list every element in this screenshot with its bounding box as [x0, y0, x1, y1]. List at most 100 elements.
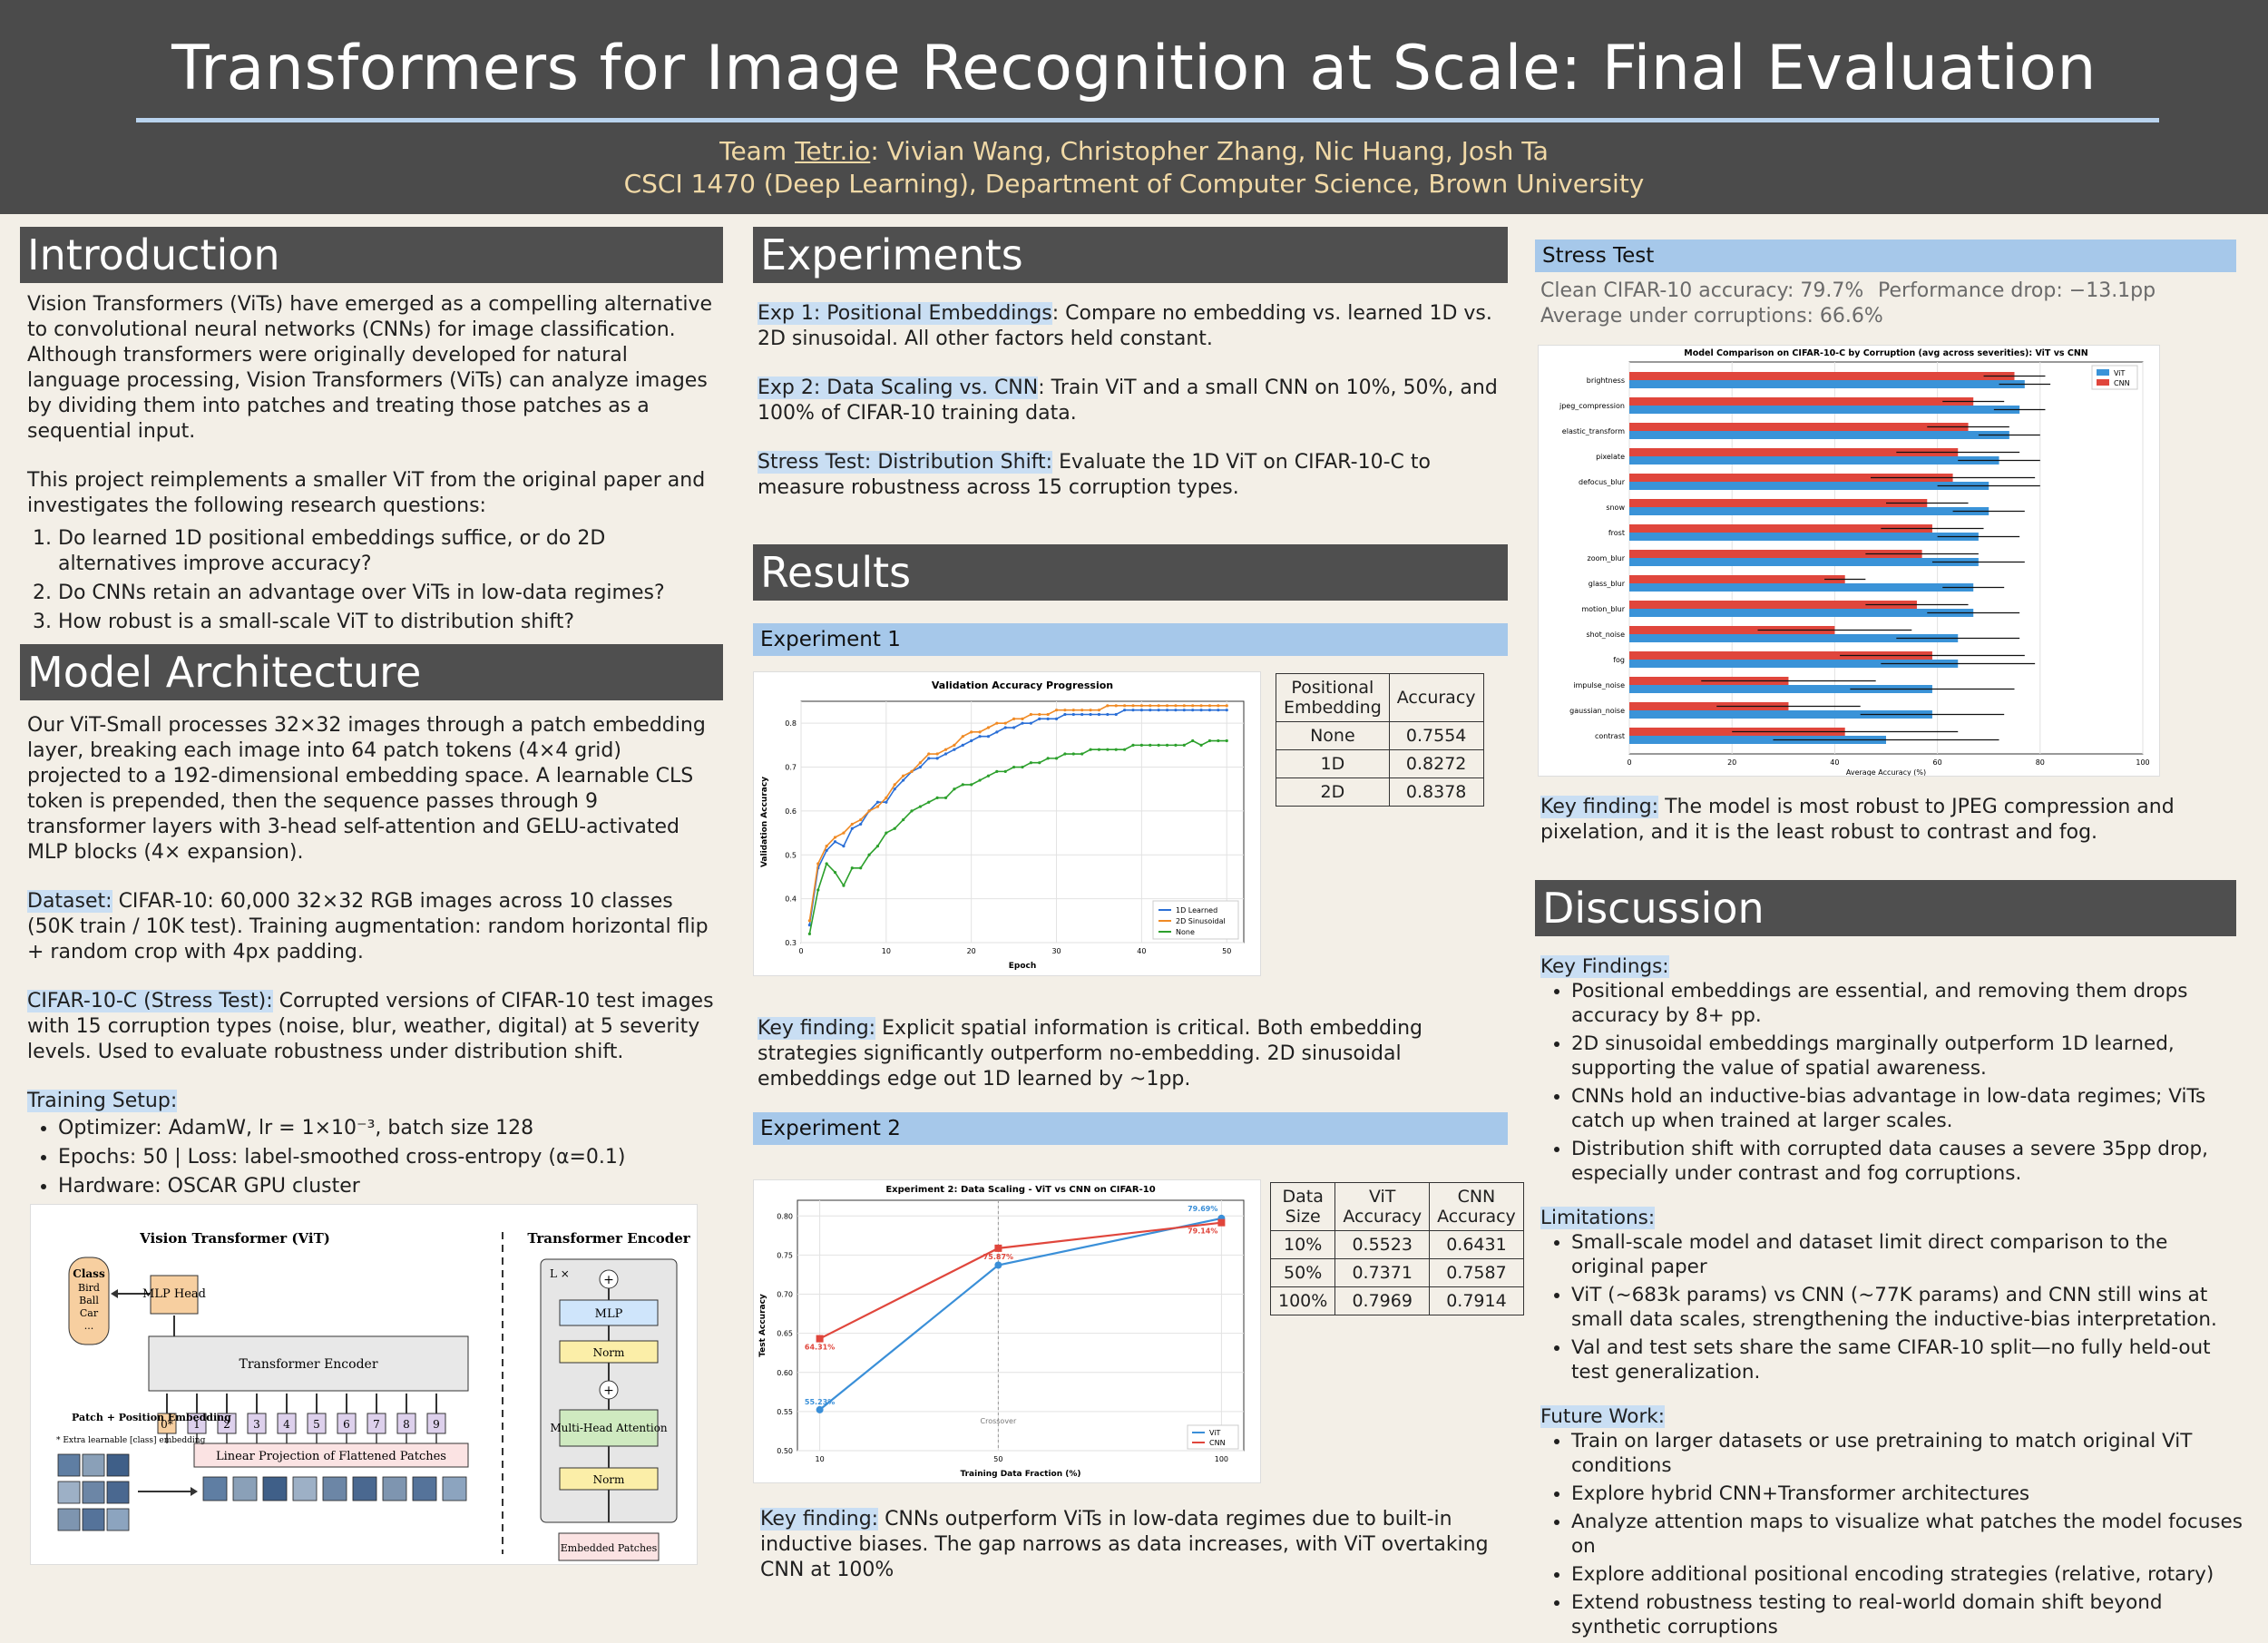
table-cell: 0.7587 — [1429, 1258, 1524, 1287]
data-point — [927, 752, 931, 756]
bar — [1629, 397, 1974, 406]
data-point — [1038, 761, 1041, 765]
bar — [1629, 609, 1974, 617]
data-point — [1174, 704, 1178, 708]
exp2-table: Data Size ViT Accuracy CNN Accuracy 10% 0… — [1269, 1182, 1524, 1315]
class-label: Class — [73, 1267, 105, 1280]
data-point — [807, 919, 811, 923]
stress-finding-label: Key finding: — [1540, 796, 1659, 818]
data-point — [1012, 765, 1016, 769]
exp1-label: Exp 1: Positional Embeddings — [758, 302, 1052, 325]
list-item: ViT (~683k params) vs CNN (~77K params) … — [1571, 1283, 2244, 1332]
source-image-tile — [106, 1508, 130, 1531]
arrow-head — [191, 1487, 198, 1496]
list-item: Distribution shift with corrupted data c… — [1571, 1137, 2244, 1186]
table-cell: 100% — [1269, 1286, 1336, 1315]
data-point — [1191, 738, 1195, 743]
table-row: 100% 0.7969 0.7914 — [1269, 1286, 1524, 1315]
data-point — [875, 805, 880, 808]
bar — [1629, 736, 1886, 744]
data-point — [807, 924, 811, 927]
plot-frame — [797, 1199, 1245, 1452]
results-heading: Results — [753, 544, 1508, 601]
data-point — [1225, 738, 1228, 743]
data-point — [1182, 743, 1186, 747]
data-point — [833, 836, 837, 839]
research-questions: Do learned 1D positional embeddings suff… — [27, 526, 719, 635]
discussion-body: Key Findings: Positional embeddings are … — [1540, 954, 2244, 1643]
list-item: Train on larger datasets or use pretrain… — [1571, 1429, 2244, 1478]
mlp-head-box — [150, 1275, 199, 1315]
x-tick-label: 100 — [1215, 1455, 1228, 1463]
exp1-table: Positional Embedding Accuracy None 0.7554… — [1276, 673, 1484, 807]
x-tick-label: 20 — [967, 947, 976, 955]
y-tick-label: 0.70 — [777, 1291, 793, 1299]
table-row: 50% 0.7371 0.7587 — [1269, 1258, 1524, 1287]
bar — [1629, 651, 1932, 660]
data-point — [1149, 743, 1152, 747]
performance-drop: Performance drop: −13.1pp — [1878, 279, 2156, 302]
extra-embedding-note: * Extra learnable [class] embedding — [56, 1436, 206, 1445]
architecture-body: Our ViT-Small processes 32×32 images thr… — [27, 713, 719, 1203]
training-item: Hardware: OSCAR GPU cluster — [58, 1174, 719, 1199]
table-cell: 0.8272 — [1388, 749, 1484, 778]
data-point — [842, 831, 846, 835]
data-point — [1157, 704, 1160, 708]
source-image-tile — [82, 1453, 105, 1477]
stress-paragraph: Stress Test: Distribution Shift: Evaluat… — [758, 450, 1503, 501]
y-axis-label: Test Accuracy — [758, 1294, 767, 1357]
token-label: 4 — [283, 1418, 290, 1431]
y-tick-label: 0.6 — [785, 807, 797, 816]
list-item: Val and test sets share the same CIFAR-1… — [1571, 1335, 2244, 1384]
token-label: 5 — [313, 1418, 320, 1431]
source-image-tile — [57, 1453, 81, 1477]
list-item: Analyze attention maps to visualize what… — [1571, 1510, 2244, 1559]
table-header: CNN Accuracy — [1429, 1182, 1524, 1231]
vit-title: Vision Transformer (ViT) — [139, 1230, 330, 1247]
bar — [1629, 482, 1989, 490]
team-name: Tetr.io — [795, 136, 871, 166]
bar — [1629, 507, 1989, 515]
x-tick-label: 80 — [2036, 758, 2045, 767]
x-tick-label: 100 — [2136, 758, 2149, 767]
list-item: Explore hybrid CNN+Transformer architect… — [1571, 1482, 2244, 1506]
exp1-finding-label: Key finding: — [758, 1017, 876, 1040]
table-row: 2D 0.8378 — [1276, 777, 1484, 807]
class-ellipsis: ... — [84, 1320, 94, 1332]
bar — [1629, 558, 1979, 566]
data-point — [1165, 704, 1169, 708]
data-point — [1089, 748, 1092, 751]
y-tick-label: 0.4 — [785, 895, 797, 904]
question-item: Do CNNs retain an advantage over ViTs in… — [58, 581, 719, 606]
exp1-text: : Compare no embedding vs. learned 1D vs… — [758, 302, 1492, 350]
encoder-mlp-box — [559, 1299, 659, 1326]
stress-chart: Model Comparison on CIFAR-10-C by Corrup… — [1538, 345, 2160, 777]
data-label: 64.31% — [805, 1344, 835, 1352]
chart-title: Validation Accuracy Progression — [932, 680, 1113, 691]
data-point — [1021, 721, 1024, 725]
exp2-chart-svg: Experiment 2: Data Scaling - ViT vs CNN … — [758, 1185, 1245, 1479]
category-label: contrast — [1595, 732, 1625, 740]
data-point — [1106, 704, 1110, 708]
source-image-tile — [82, 1481, 105, 1504]
data-point — [1149, 709, 1152, 712]
vit-diagram-svg: Vision Transformer (ViT) Transformer Enc… — [56, 1230, 691, 1561]
bar — [1629, 372, 2015, 380]
future-work-list: Train on larger datasets or use pretrain… — [1540, 1429, 2244, 1639]
exp2-paragraph: Exp 2: Data Scaling vs. CNN: Train ViT a… — [758, 376, 1503, 426]
norm-label: Norm — [593, 1346, 625, 1359]
data-point — [935, 752, 939, 756]
exp1-chart: Validation Accuracy Progression 0.3 0.4 0.5… — [753, 671, 1261, 976]
norm-box — [559, 1467, 659, 1491]
data-point — [986, 735, 991, 738]
data-point — [833, 840, 837, 844]
data-point — [816, 1405, 824, 1413]
legend-swatch — [2097, 379, 2109, 386]
limitations-label: Limitations: — [1540, 1207, 1656, 1229]
data-point — [910, 769, 914, 773]
data-label: 75.87% — [983, 1253, 1013, 1261]
poster-title: Transformers for Image Recognition at Sc… — [171, 33, 2097, 104]
data-point — [1054, 757, 1059, 760]
legend-box — [1187, 1424, 1239, 1450]
layer-count: L × — [550, 1267, 570, 1280]
